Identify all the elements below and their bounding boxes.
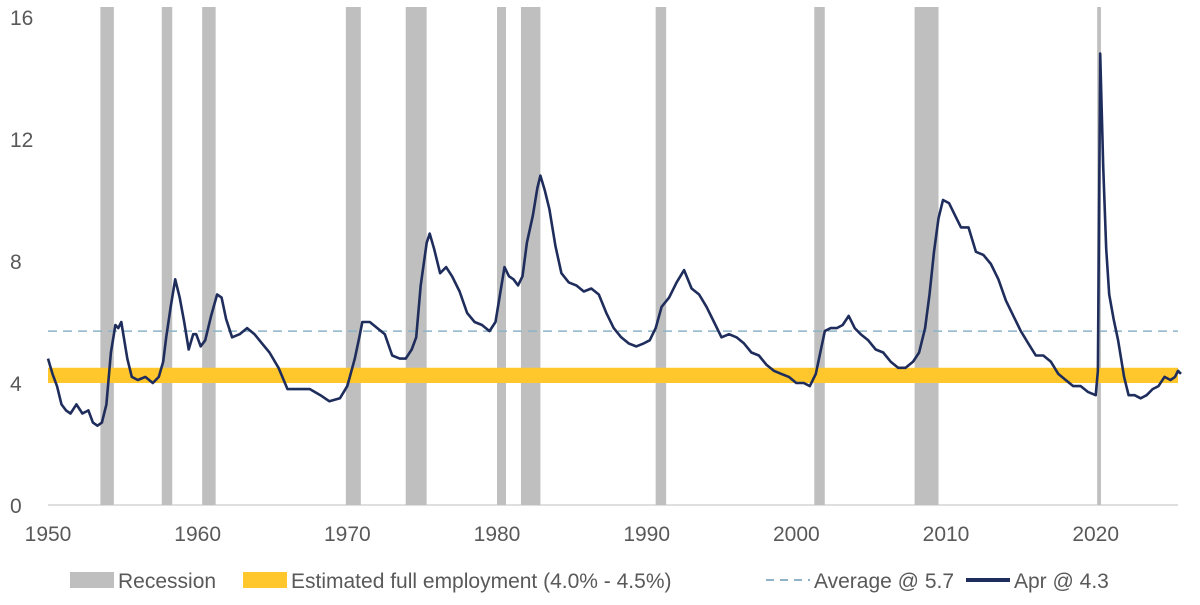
legend-swatch-recession	[70, 572, 114, 588]
recession-band	[345, 7, 361, 505]
full-employment-band	[48, 367, 1178, 383]
recession-band	[814, 7, 825, 505]
legend-label-average: Average @ 5.7	[814, 570, 954, 593]
recession-band	[202, 7, 216, 505]
recession-band	[655, 7, 667, 505]
x-tick-label: 1970	[324, 523, 371, 546]
x-tick-label: 2020	[1072, 523, 1119, 546]
y-tick-label: 4	[10, 373, 22, 396]
legend-label-recession: Recession	[118, 570, 216, 593]
legend-label-full-employment: Estimated full employment (4.0% - 4.5%)	[291, 570, 671, 593]
x-tick-label: 2010	[923, 523, 970, 546]
recession-band	[161, 7, 173, 505]
x-axis-tick-labels: 1950 1960 1970 1980 1990 2000 2010 2020	[25, 523, 1119, 546]
y-tick-label: 0	[10, 495, 22, 518]
recession-band	[100, 7, 114, 505]
x-tick-label: 1960	[174, 523, 221, 546]
recession-band	[914, 7, 939, 505]
legend: Recession Estimated full employment (4.0…	[70, 570, 1109, 593]
y-tick-label: 12	[10, 129, 33, 152]
y-tick-label: 8	[10, 251, 22, 274]
recession-band	[497, 7, 506, 505]
recession-bands	[100, 7, 1101, 505]
full-employment-band-rect	[48, 367, 1178, 383]
x-tick-label: 2000	[773, 523, 820, 546]
legend-label-series: Apr @ 4.3	[1014, 570, 1109, 593]
series-group	[46, 52, 1182, 427]
y-axis-tick-labels: 0 4 8 12 16	[10, 7, 33, 518]
unemployment-rate-line	[46, 52, 1182, 427]
x-tick-label: 1990	[623, 523, 670, 546]
x-tick-label: 1980	[474, 523, 521, 546]
y-tick-label: 16	[10, 7, 33, 30]
x-tick-label: 1950	[25, 523, 72, 546]
legend-swatch-full-employment	[243, 572, 287, 588]
